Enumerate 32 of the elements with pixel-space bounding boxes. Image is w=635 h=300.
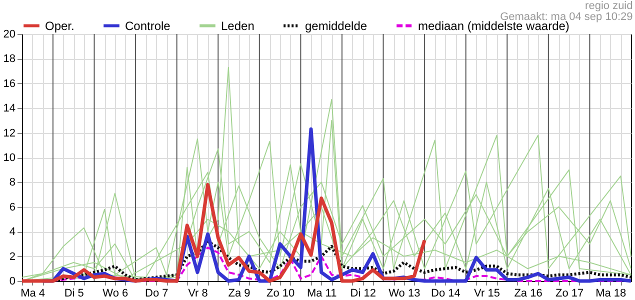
y-tick-label: 14 bbox=[3, 102, 16, 115]
y-tick-label: 18 bbox=[3, 53, 16, 66]
legend-label: Controle bbox=[125, 18, 171, 33]
x-tick-label: Do 14 bbox=[431, 288, 460, 300]
x-tick-label: Za 9 bbox=[228, 288, 250, 300]
y-tick-label: 4 bbox=[9, 226, 16, 238]
x-tick-label: Vr 15 bbox=[474, 288, 500, 300]
y-tick-label: 2 bbox=[9, 250, 16, 263]
y-tick-label: 16 bbox=[3, 78, 16, 90]
x-tick-label: Vr 8 bbox=[188, 288, 208, 300]
legend-label: mediaan (middelste waarde) bbox=[418, 18, 570, 33]
x-tick-label: Wo 6 bbox=[102, 288, 128, 300]
x-tick-label: Zo 10 bbox=[266, 288, 295, 300]
y-tick-label: 12 bbox=[3, 127, 16, 140]
y-tick-label: 0 bbox=[9, 276, 16, 288]
legend-label: gemiddelde bbox=[305, 18, 368, 33]
y-tick-label: 10 bbox=[3, 152, 16, 164]
x-tick-label: Wo 13 bbox=[388, 288, 420, 300]
x-tick-label: Za 16 bbox=[514, 288, 542, 300]
y-tick-label: 8 bbox=[9, 176, 16, 189]
chart-subtitle: regio zuid bbox=[585, 0, 633, 12]
x-tick-label: Ma 4 bbox=[20, 288, 46, 300]
legend-label: Leden bbox=[221, 18, 254, 33]
y-tick-label: 6 bbox=[9, 201, 16, 214]
y-tick-label: 20 bbox=[3, 28, 16, 40]
x-tick-label: Di 12 bbox=[350, 288, 376, 300]
x-tick-label: Zo 17 bbox=[555, 288, 584, 300]
x-tick-label: Ma 11 bbox=[306, 288, 337, 300]
x-tick-label: Ma 18 bbox=[596, 288, 626, 300]
x-tick-label: Do 7 bbox=[145, 288, 168, 300]
x-tick-label: Di 5 bbox=[64, 288, 84, 300]
legend-label: Oper. bbox=[45, 18, 74, 33]
